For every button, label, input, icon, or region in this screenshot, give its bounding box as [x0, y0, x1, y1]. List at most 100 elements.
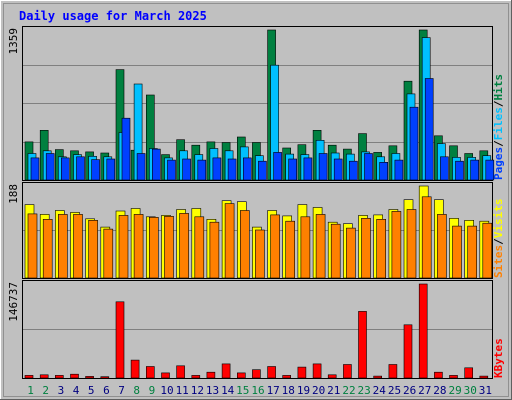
- bar-sites-day-9: [149, 217, 159, 279]
- x-tick-label-day-6: 6: [103, 384, 110, 397]
- bar-pages-day-14: [227, 158, 237, 181]
- legend-separator: /: [492, 238, 505, 245]
- bar-sites-day-31: [482, 222, 493, 279]
- bar-kbytes-day-13: [206, 371, 216, 379]
- x-tick-label-day-21: 21: [327, 384, 340, 397]
- bar-pages-day-6: [106, 158, 116, 181]
- bar-sites-day-3: [57, 214, 68, 279]
- bar-sites-day-12: [194, 216, 205, 279]
- bar-sites-day-18: [285, 220, 296, 279]
- bar-pages-day-31: [485, 159, 495, 181]
- bar-kbytes-day-30: [464, 367, 474, 379]
- bar-kbytes-day-19: [297, 366, 307, 379]
- panel-legend-hits: Pages/Files/Hits: [492, 74, 505, 180]
- bar-kbytes-day-31: [479, 375, 489, 379]
- x-tick-label-day-20: 20: [312, 384, 325, 397]
- x-tick-label-day-11: 11: [176, 384, 189, 397]
- bar-sites-day-29: [452, 225, 462, 279]
- bar-kbytes-day-16: [252, 369, 261, 379]
- bar-sites-day-27: [421, 196, 432, 279]
- bar-kbytes-day-28: [434, 371, 443, 379]
- bar-kbytes-day-10: [161, 372, 170, 379]
- bar-pages-day-22: [349, 160, 358, 181]
- bar-pages-day-24: [379, 162, 389, 181]
- x-tick-label-day-28: 28: [433, 384, 446, 397]
- bar-kbytes-day-6: [100, 376, 110, 379]
- bar-pages-day-18: [288, 158, 298, 181]
- bar-sites-day-16: [255, 229, 265, 279]
- bar-sites-day-22: [346, 227, 356, 279]
- bar-pages-day-3: [60, 157, 70, 181]
- bar-kbytes-day-17: [267, 366, 276, 379]
- x-tick-label-day-19: 19: [297, 384, 310, 397]
- bar-kbytes-day-21: [327, 374, 337, 379]
- bar-pages-day-19: [303, 157, 313, 181]
- x-tick-label-day-7: 7: [118, 384, 125, 397]
- panel-border-kbytes: [22, 280, 493, 379]
- panel-max-label-visits: 188: [7, 184, 20, 204]
- bar-sites-day-30: [467, 225, 478, 279]
- bar-kbytes-day-23: [358, 311, 367, 379]
- panel-kbytes: 146737 KBytes: [7, 280, 505, 379]
- bar-kbytes-day-20: [312, 363, 322, 379]
- bar-sites-day-10: [164, 216, 174, 279]
- x-tick-label-day-3: 3: [58, 384, 65, 397]
- x-tick-label-day-1: 1: [27, 384, 34, 397]
- bar-kbytes-day-29: [449, 375, 458, 379]
- bar-sites-day-6: [103, 228, 114, 279]
- bar-pages-day-11: [182, 158, 191, 181]
- bar-pages-day-9: [152, 148, 161, 181]
- bar-pages-day-20: [318, 153, 328, 181]
- panel-border-hits: [22, 26, 493, 181]
- bar-kbytes-day-2: [39, 374, 49, 379]
- x-tick-label-day-23: 23: [357, 384, 370, 397]
- bar-pages-day-8: [136, 153, 146, 181]
- bar-pages-day-21: [333, 158, 343, 181]
- x-tick-label-day-10: 10: [160, 384, 173, 397]
- bar-sites-day-26: [406, 209, 417, 279]
- x-axis-labels: 1 2 3 4 5 6 7 8 9 10 11 12 13 14 15 16 17 18 19 20 21 22 23 24 2…: [27, 384, 492, 397]
- bar-sites-day-25: [391, 211, 402, 279]
- x-tick-label-day-4: 4: [73, 384, 80, 397]
- bar-pages-day-29: [455, 160, 464, 181]
- bar-sites-day-15: [240, 210, 250, 279]
- x-tick-label-day-29: 29: [448, 384, 461, 397]
- bar-kbytes-day-26: [403, 324, 413, 379]
- bar-pages-day-30: [470, 159, 480, 181]
- bar-kbytes-day-1: [24, 375, 34, 379]
- legend-entry-hits: Hits: [492, 74, 505, 101]
- bar-kbytes-day-5: [85, 376, 94, 379]
- bar-sites-day-1: [27, 213, 38, 279]
- bar-kbytes-day-22: [343, 364, 352, 379]
- bar-kbytes-day-3: [54, 375, 64, 379]
- bar-pages-day-12: [197, 159, 207, 181]
- bar-kbytes-day-11: [176, 365, 185, 379]
- bar-pages-day-23: [364, 153, 373, 181]
- bar-pages-day-25: [394, 159, 404, 181]
- bar-pages-day-15: [243, 157, 252, 181]
- x-tick-label-day-25: 25: [388, 384, 401, 397]
- legend-entry-pages: Pages: [492, 147, 505, 180]
- bar-pages-day-13: [212, 157, 222, 181]
- panel-max-label-hits: 1359: [7, 28, 20, 55]
- bar-sites-day-20: [315, 214, 326, 279]
- bar-kbytes-day-14: [221, 363, 231, 379]
- bar-pages-day-2: [45, 153, 55, 181]
- panel-visits: 188 Sites/Visits: [7, 182, 505, 279]
- bar-sites-day-14: [224, 203, 235, 279]
- bar-pages-day-27: [424, 78, 434, 181]
- x-tick-label-day-13: 13: [206, 384, 219, 397]
- legend-separator: /: [492, 100, 505, 107]
- panel-max-label-kbytes: 146737: [7, 282, 20, 322]
- x-tick-label-day-15: 15: [236, 384, 249, 397]
- x-tick-label-day-17: 17: [267, 384, 280, 397]
- x-tick-label-day-5: 5: [88, 384, 95, 397]
- x-tick-label-day-12: 12: [191, 384, 204, 397]
- bar-kbytes-day-7: [115, 301, 125, 379]
- x-tick-label-day-14: 14: [221, 384, 235, 397]
- bar-sites-day-19: [300, 216, 311, 279]
- bar-sites-day-2: [42, 219, 53, 279]
- x-tick-label-day-16: 16: [251, 384, 264, 397]
- bar-pages-day-26: [409, 106, 419, 181]
